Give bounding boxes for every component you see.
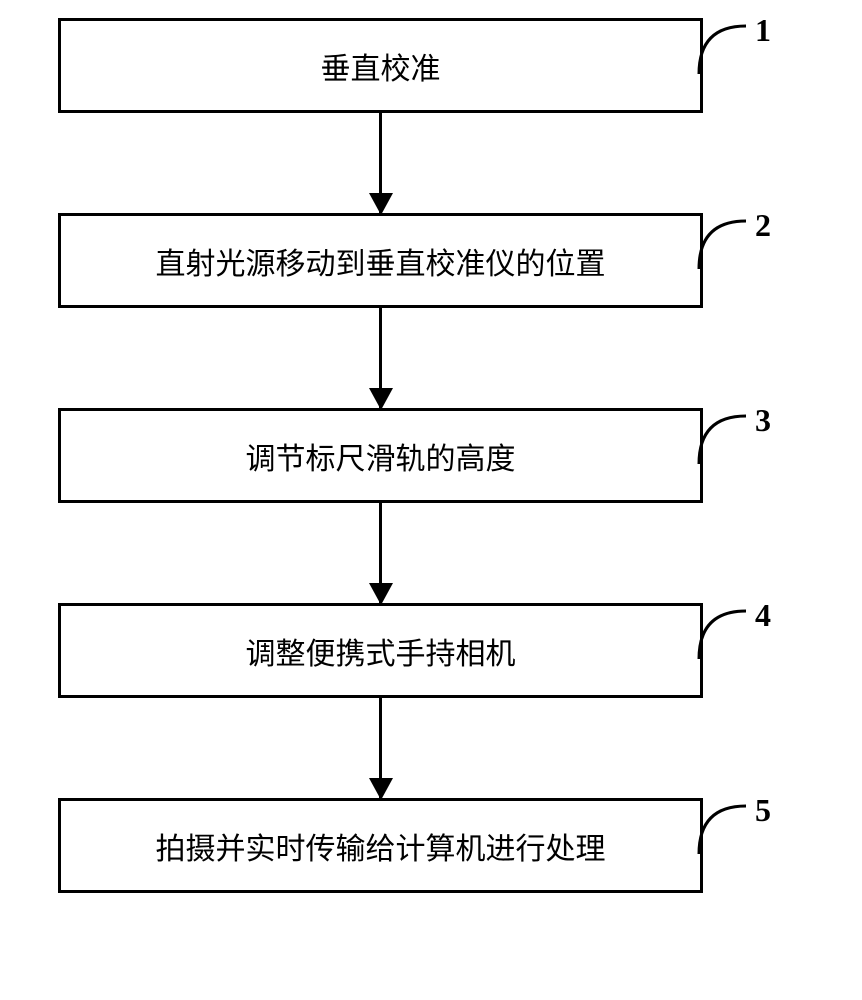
down-arrow-icon bbox=[379, 503, 382, 603]
step-number: 5 bbox=[755, 792, 771, 829]
step-label: 拍摄并实时传输给计算机进行处理 bbox=[156, 824, 606, 868]
step-box: 调整便携式手持相机 bbox=[58, 603, 703, 698]
arrow-container bbox=[58, 503, 703, 603]
flowchart-container: 垂直校准 1 直射光源移动到垂直校准仪的位置 2 调节标尺滑轨的高度 3 调整便… bbox=[58, 18, 758, 893]
down-arrow-icon bbox=[379, 308, 382, 408]
step-box: 调节标尺滑轨的高度 bbox=[58, 408, 703, 503]
arrow-container bbox=[58, 308, 703, 408]
connector-icon bbox=[696, 606, 751, 661]
step-number: 4 bbox=[755, 597, 771, 634]
connector-icon bbox=[696, 411, 751, 466]
step-label: 调节标尺滑轨的高度 bbox=[246, 434, 516, 478]
arrow-container bbox=[58, 113, 703, 213]
step-label: 调整便携式手持相机 bbox=[246, 629, 516, 673]
step-box: 垂直校准 bbox=[58, 18, 703, 113]
step-box: 直射光源移动到垂直校准仪的位置 bbox=[58, 213, 703, 308]
down-arrow-icon bbox=[379, 698, 382, 798]
step-number: 2 bbox=[755, 207, 771, 244]
step-number: 1 bbox=[755, 12, 771, 49]
step-box: 拍摄并实时传输给计算机进行处理 bbox=[58, 798, 703, 893]
step-label: 垂直校准 bbox=[321, 44, 441, 88]
connector-icon bbox=[696, 21, 751, 76]
connector-icon bbox=[696, 801, 751, 856]
step-number: 3 bbox=[755, 402, 771, 439]
down-arrow-icon bbox=[379, 113, 382, 213]
step-label: 直射光源移动到垂直校准仪的位置 bbox=[156, 239, 606, 283]
arrow-container bbox=[58, 698, 703, 798]
connector-icon bbox=[696, 216, 751, 271]
